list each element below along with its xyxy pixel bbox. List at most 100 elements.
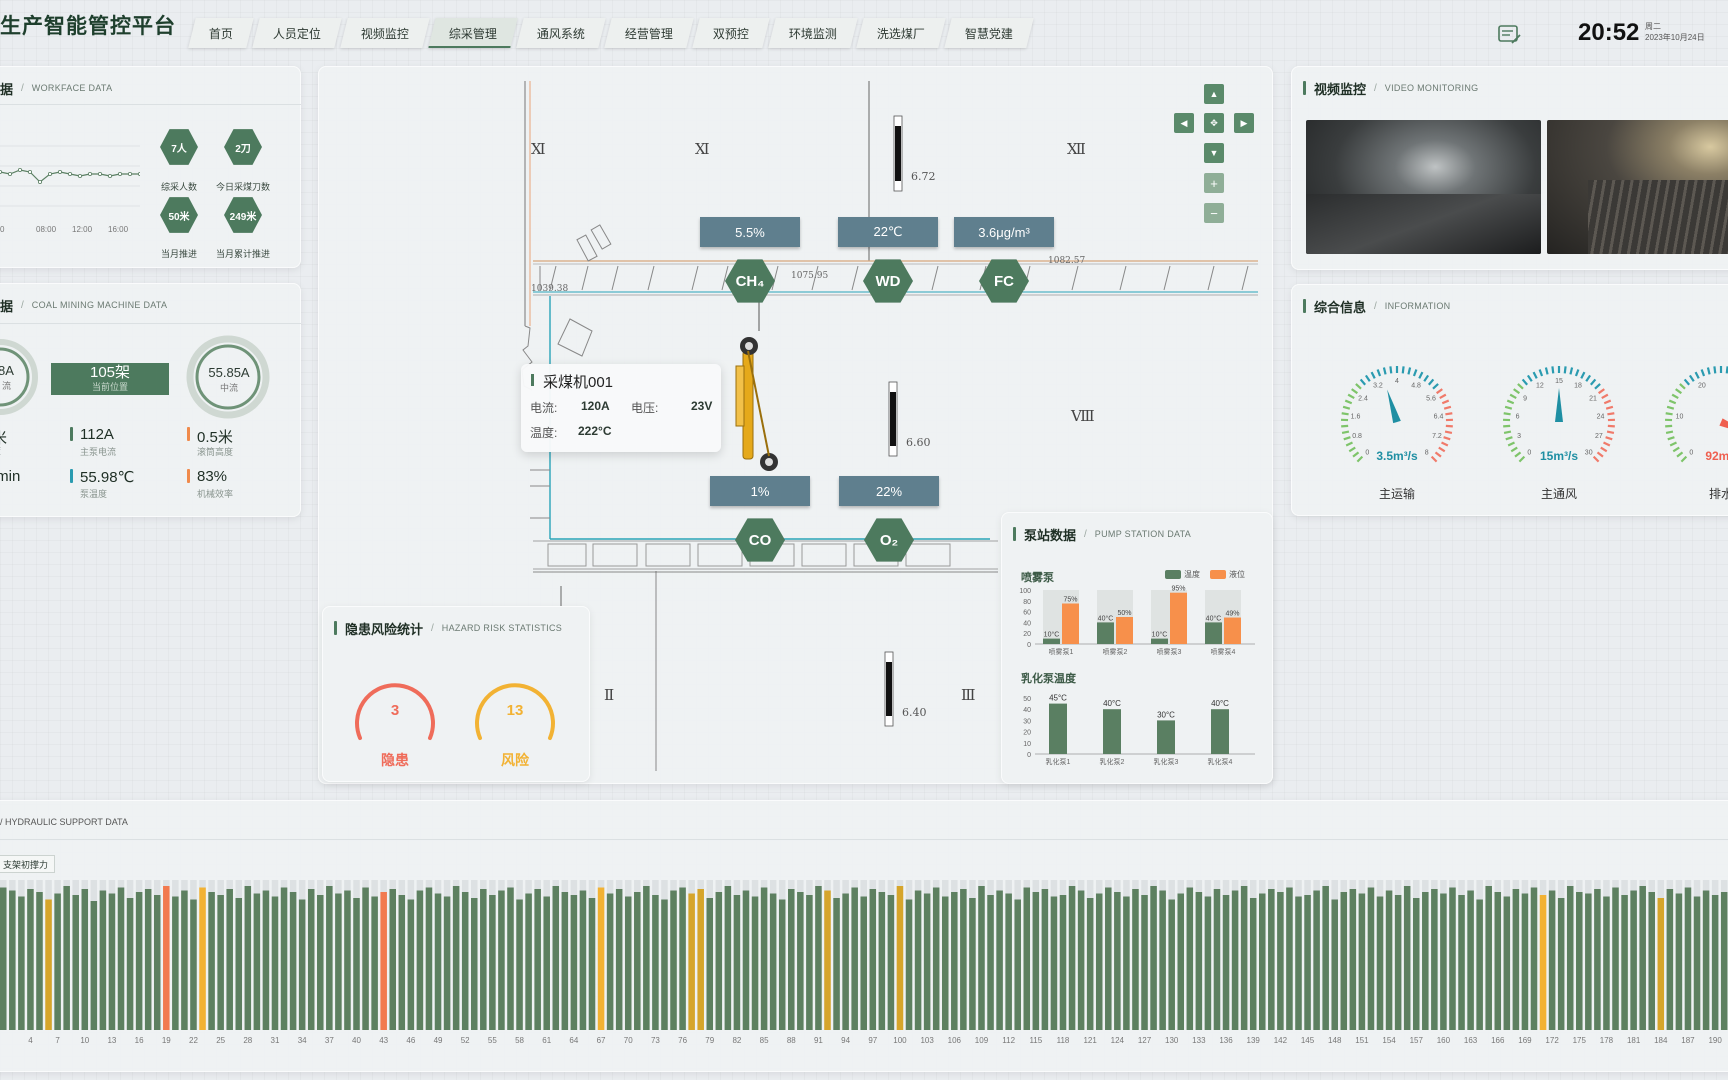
support-bar — [896, 886, 904, 1030]
video-feed-1[interactable] — [1306, 120, 1541, 254]
co-value-box[interactable]: 1% — [710, 476, 810, 506]
tab-3[interactable]: 综采管理 — [428, 18, 518, 48]
pan-right-button[interactable]: ▶ — [1234, 113, 1254, 133]
shearer-popup: 采煤机001 电流: 120A 电压: 23V 温度: 222°C — [521, 364, 721, 452]
popup-temp-label: 温度: — [530, 426, 558, 440]
emulsion-chart: 0 10 20 30 40 50 45°C 乳化泵1 40°C 乳化泵2 30°C 乳化泵3 40°C 乳… — [1023, 694, 1255, 766]
pan-center-button[interactable]: ✥ — [1204, 113, 1224, 133]
gauge-tick-label: 2.4 — [1358, 395, 1368, 402]
spray-title: 喷雾泵 — [1021, 572, 1054, 584]
gauge-segment — [1569, 367, 1574, 375]
support-bar — [45, 899, 52, 1030]
position-box: 105架 当前位置 — [51, 363, 169, 395]
tab-5[interactable]: 经营管理 — [604, 18, 694, 48]
x-tick-label: 16 — [135, 1036, 144, 1045]
temp-label: 40°C — [1098, 614, 1114, 622]
gauge-segment — [1518, 455, 1526, 463]
panel-title: 泵站数据 — [1024, 527, 1077, 543]
x-tick-label: 94 — [841, 1036, 850, 1045]
support-bar — [769, 893, 777, 1030]
gauge-segment — [1351, 388, 1359, 395]
tab-6[interactable]: 双预控 — [692, 18, 770, 48]
support-bar — [18, 896, 25, 1030]
gauge-segment — [1445, 412, 1453, 416]
x-tick-label: 34 — [298, 1036, 307, 1045]
drum-height-label: 滚筒高度 — [197, 447, 234, 457]
popup-voltage-label: 电压: — [631, 401, 659, 415]
video-feed-2[interactable] — [1547, 120, 1728, 254]
notes-icon[interactable] — [1498, 24, 1522, 46]
line-point — [127, 172, 132, 177]
gauge-segment — [1509, 393, 1517, 400]
support-bar — [1186, 887, 1194, 1030]
gauge-segment — [1343, 436, 1351, 441]
gauge-segment — [1418, 371, 1424, 379]
temp-value-box[interactable]: 22℃ — [838, 217, 938, 247]
tab-2[interactable]: 视频监控 — [340, 18, 430, 48]
panel-subtitle: WORKFACE DATA — [31, 83, 113, 93]
pan-left-button[interactable]: ◀ — [1174, 113, 1194, 133]
support-bar — [1376, 896, 1384, 1030]
support-bar — [923, 893, 931, 1030]
gauge-segment — [1341, 412, 1349, 416]
support-bar — [824, 890, 831, 1030]
tab-7[interactable]: 环境监测 — [768, 18, 858, 48]
info-panel: 综合信息 / INFORMATION 0 0.8 1.6 2.4 3.2 4 4.8 5.6 6… — [1291, 284, 1728, 516]
support-bar — [688, 893, 695, 1030]
gauge-segment — [1505, 436, 1513, 441]
support-bar — [1675, 893, 1683, 1030]
support-bar — [1720, 892, 1728, 1030]
gauge-segment — [1401, 366, 1405, 374]
gauge-drainage-label: 排水 — [1708, 487, 1728, 501]
support-bar — [905, 899, 913, 1030]
zone-label: Ⅺ — [695, 140, 710, 158]
gauge-tick-label: 0 — [1689, 450, 1693, 457]
metric-select[interactable]: 支架初撑力 — [0, 855, 56, 873]
line-point — [118, 172, 123, 177]
dust-value-box[interactable]: 3.6μg/m³ — [954, 217, 1054, 247]
x-tick-label: 175 — [1573, 1036, 1587, 1045]
gauge-ventilation: 0 3 6 9 12 15 18 21 24 27 30 15m³/s — [1502, 366, 1616, 463]
gauge-tick-label: 8 — [1425, 450, 1429, 457]
tab-4[interactable]: 通风系统 — [516, 18, 606, 48]
panel-subtitle: HAZARD RISK STATISTICS — [441, 623, 563, 633]
gauge-segment — [1666, 405, 1675, 410]
support-bar — [1132, 889, 1139, 1030]
gauge-segment — [1435, 388, 1443, 395]
gauge-tick-label: 21 — [1589, 395, 1597, 402]
support-bar — [271, 896, 279, 1030]
tab-1[interactable]: 人员定位 — [252, 18, 342, 48]
spray-chart: 02040608010010°C75%喷雾泵140°C50%喷雾泵210°C95… — [1019, 586, 1255, 656]
ch4-value-box[interactable]: 5.5% — [700, 217, 800, 247]
tab-8[interactable]: 洗选煤厂 — [856, 18, 946, 48]
zoom-out-button[interactable]: − — [1204, 203, 1224, 223]
zoom-in-button[interactable]: + — [1204, 173, 1224, 193]
drum-height-value: 0.5米 — [197, 429, 233, 446]
gauge-segment — [1382, 367, 1387, 375]
support-bar — [1349, 889, 1357, 1030]
support-bar — [561, 892, 569, 1030]
support-bar — [742, 890, 750, 1030]
panel-header: 综合信息 / INFORMATION — [1303, 296, 1450, 316]
pan-up-button[interactable]: ▲ — [1204, 84, 1224, 104]
zone-label: Ⅷ — [1071, 407, 1095, 425]
gauge-segment — [1521, 378, 1529, 386]
tab-9[interactable]: 智慧党建 — [944, 18, 1034, 48]
gauge-segment — [1668, 399, 1677, 405]
x-tick-label: 97 — [868, 1036, 877, 1045]
x-tick-label: 127 — [1138, 1036, 1152, 1045]
support-bar — [606, 893, 614, 1030]
gauge-segment — [1434, 451, 1442, 458]
support-bar — [1476, 899, 1483, 1030]
support-bar — [733, 895, 741, 1030]
gauge-tick-label: 20 — [1698, 383, 1706, 390]
x-tick-label: 76 — [678, 1036, 687, 1045]
support-bar — [1422, 892, 1429, 1030]
o2-value-box[interactable]: 22% — [839, 476, 939, 506]
tab-0[interactable]: 首页 — [188, 18, 254, 48]
support-bar — [516, 899, 523, 1030]
support-bar — [163, 886, 170, 1030]
line-point — [17, 168, 22, 173]
gauge-segment — [1665, 430, 1674, 435]
pan-down-button[interactable]: ▼ — [1204, 143, 1224, 163]
